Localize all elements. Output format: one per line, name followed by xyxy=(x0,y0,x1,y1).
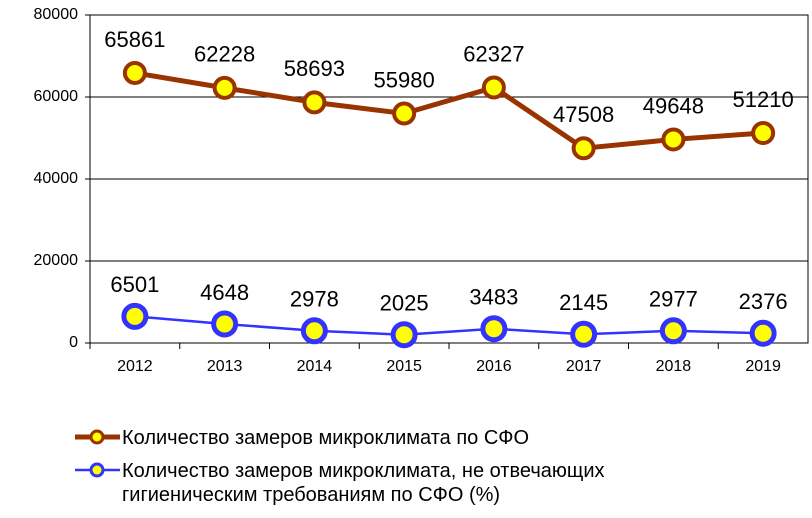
data-label: 47508 xyxy=(553,102,614,127)
marker xyxy=(571,136,596,161)
marker xyxy=(390,321,418,349)
marker xyxy=(300,317,328,345)
marker xyxy=(122,60,147,85)
x-tick-label: 2014 xyxy=(297,358,333,375)
x-tick-label: 2017 xyxy=(566,358,602,375)
marker xyxy=(121,302,149,330)
y-tick-label: 20000 xyxy=(34,252,79,269)
series-line xyxy=(134,315,764,336)
y-tick-label: 0 xyxy=(69,334,78,351)
marker xyxy=(481,75,506,100)
data-label: 51210 xyxy=(733,87,794,112)
marker xyxy=(392,101,417,126)
data-label: 2978 xyxy=(290,287,339,312)
series-line xyxy=(134,70,764,151)
data-label: 58693 xyxy=(284,56,345,81)
y-tick-label: 60000 xyxy=(34,88,79,105)
data-label: 49648 xyxy=(643,93,704,118)
legend-marker xyxy=(89,429,105,445)
x-tick-label: 2016 xyxy=(476,358,512,375)
x-tick-label: 2012 xyxy=(117,358,153,375)
x-tick-label: 2015 xyxy=(386,358,422,375)
legend-label: Количество замеров микроклимата по СФО xyxy=(122,427,530,449)
data-label: 2025 xyxy=(380,291,429,316)
data-label: 62228 xyxy=(194,42,255,67)
data-label: 65861 xyxy=(104,27,165,52)
legend-label: Количество замеров микроклимата, не отве… xyxy=(122,460,605,506)
marker xyxy=(661,127,686,152)
marker xyxy=(570,320,598,348)
x-tick-label: 2013 xyxy=(207,358,243,375)
marker xyxy=(211,310,239,338)
marker xyxy=(212,75,237,100)
data-label: 2376 xyxy=(739,289,788,314)
marker xyxy=(751,121,776,146)
marker xyxy=(480,315,508,343)
x-tick-label: 2018 xyxy=(656,358,692,375)
y-tick-label: 80000 xyxy=(34,6,79,23)
data-label: 62327 xyxy=(463,41,524,66)
marker xyxy=(302,90,327,115)
data-label: 3483 xyxy=(469,285,518,310)
data-label: 2145 xyxy=(559,290,608,315)
x-tick-label: 2019 xyxy=(745,358,781,375)
data-label: 6501 xyxy=(110,272,159,297)
legend-marker xyxy=(89,462,105,478)
data-label: 2977 xyxy=(649,287,698,312)
y-tick-label: 40000 xyxy=(34,170,79,187)
marker xyxy=(659,317,687,345)
data-label: 55980 xyxy=(374,67,435,92)
data-label: 4648 xyxy=(200,280,249,305)
marker xyxy=(749,319,777,347)
